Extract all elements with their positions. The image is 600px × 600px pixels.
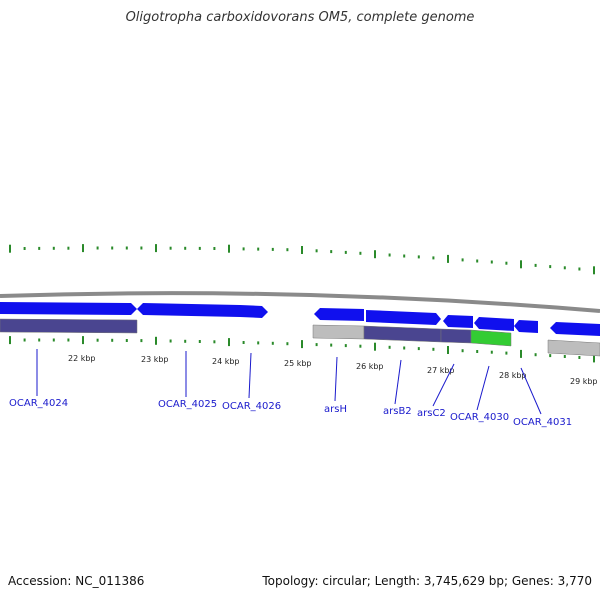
cds-arrow[interactable] [366, 310, 441, 325]
label-connector [476, 365, 490, 411]
feature-bar[interactable] [363, 325, 442, 343]
cds-arrow[interactable] [443, 315, 473, 328]
cds-arrow[interactable] [0, 302, 137, 315]
cds-arrow[interactable] [137, 303, 240, 317]
gene-label[interactable]: OCAR_4030 [450, 412, 509, 423]
label-connector [432, 363, 455, 407]
label-connector [520, 367, 542, 415]
gene-label[interactable]: OCAR_4024 [9, 398, 68, 409]
map-title: Oligotropha carboxidovorans OM5, complet… [125, 10, 475, 25]
gene-label[interactable]: OCAR_4031 [513, 417, 572, 428]
inner-tick-track [9, 336, 595, 363]
scale-label: 23 kbp [141, 355, 169, 364]
scale-label: 29 kbp [570, 377, 598, 386]
label-connector [248, 352, 252, 399]
outer-tick-track [9, 244, 595, 275]
cds-arrow[interactable] [314, 308, 364, 321]
scale-label: 28 kbp [499, 371, 527, 380]
accession-text: Accession: NC_011386 [8, 574, 145, 588]
scale-label: 26 kbp [356, 362, 384, 371]
feature-bar[interactable] [312, 324, 365, 340]
gene-label[interactable]: arsH [324, 404, 347, 415]
cds-arrow[interactable] [550, 322, 600, 336]
scale-label: 25 kbp [284, 359, 312, 368]
scale-label: 27 kbp [427, 366, 455, 375]
label-connector [334, 356, 338, 402]
genome-backbone [0, 291, 600, 313]
feature-bar[interactable] [547, 339, 600, 357]
genome-summary-text: Topology: circular; Length: 3,745,629 bp… [262, 574, 592, 588]
label-connector [394, 359, 402, 405]
cds-arrow[interactable] [474, 317, 514, 331]
cds-arrow[interactable] [514, 320, 538, 333]
gene-label[interactable]: arsC2 [417, 408, 446, 419]
cds-arrow[interactable] [240, 305, 268, 318]
feature-bar[interactable] [440, 328, 472, 344]
gene-label[interactable]: OCAR_4026 [222, 401, 281, 412]
gene-label[interactable]: OCAR_4025 [158, 399, 217, 410]
gene-label[interactable]: arsB2 [383, 406, 412, 417]
scale-label: 24 kbp [212, 357, 240, 366]
feature-bar[interactable] [470, 329, 512, 347]
scale-label: 22 kbp [68, 354, 96, 363]
feature-bar[interactable] [0, 318, 138, 334]
